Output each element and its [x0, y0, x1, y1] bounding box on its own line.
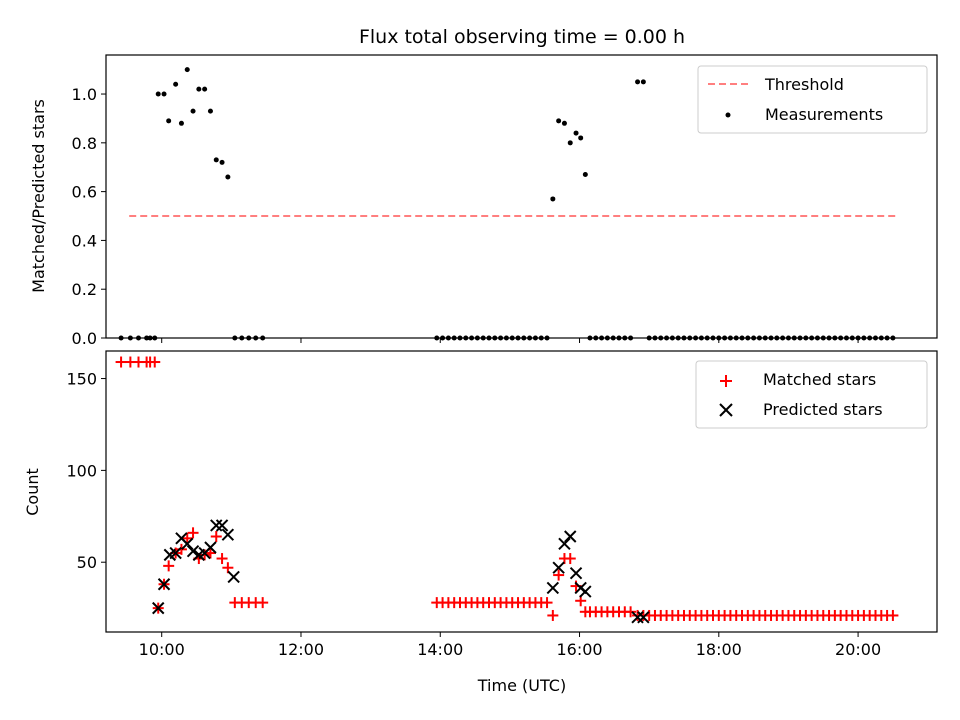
measurement-point	[184, 67, 190, 73]
predicted-star-point	[579, 585, 592, 598]
predicted-star-point	[152, 601, 165, 615]
measurement-point	[225, 174, 231, 180]
bottom-y-axis-label: Count	[23, 468, 42, 516]
predicted-star-point	[564, 530, 577, 543]
y-tick-label: 1.0	[72, 85, 97, 104]
x-tick-label: 14:00	[417, 640, 463, 659]
legend-matched-label: Matched stars	[763, 370, 876, 389]
y-tick-label: 150	[66, 370, 97, 389]
measurement-point	[567, 140, 573, 146]
matched-star-point	[564, 553, 576, 565]
top-y-ticks: 0.0 0.2 0.4 0.6 0.8 1.0	[72, 85, 106, 348]
measurement-point	[578, 135, 584, 141]
top-legend-box	[697, 65, 928, 134]
measurement-point	[556, 118, 562, 124]
y-tick-label: 0.8	[72, 134, 97, 153]
bottom-panel: 10:00 12:00 14:00 16:00 18:00 20:00 50100150 …	[23, 350, 938, 695]
matched-star-point	[547, 609, 559, 621]
y-tick-label: 50	[77, 553, 97, 572]
matched-star-point	[553, 569, 565, 581]
y-tick-label: 100	[66, 461, 97, 480]
legend-predicted-label: Predicted stars	[763, 400, 883, 419]
matched-star-point	[216, 553, 228, 565]
bottom-axes-frame	[105, 350, 938, 633]
measurement-point	[155, 91, 161, 97]
predicted-star-point	[558, 537, 571, 551]
top-panel: 0.0 0.2 0.4 0.6 0.8 1.0 Matched/Predicted sta…	[29, 54, 938, 348]
measurement-point	[550, 196, 556, 202]
predicted-star-point	[186, 544, 200, 558]
bottom-plot-area	[115, 356, 899, 624]
predicted-star-point	[204, 541, 217, 554]
x-tick-label: 10:00	[139, 640, 185, 659]
bottom-x-ticks: 10:00 12:00 14:00 16:00 18:00 20:00	[139, 632, 881, 659]
matched-star-point	[199, 549, 211, 561]
legend-measurements-label: Measurements	[765, 105, 883, 124]
measurement-point	[582, 172, 588, 178]
matched-star-point	[204, 547, 216, 559]
matched-star-point	[187, 527, 199, 539]
measurement-point	[207, 108, 213, 114]
measurement-point	[202, 86, 208, 92]
matched-star-point	[175, 543, 187, 555]
x-tick-label: 12:00	[278, 640, 324, 659]
measurement-point	[640, 79, 646, 85]
measurement-point	[635, 79, 641, 85]
matched-star-point	[541, 597, 553, 609]
bottom-y-ticks: 50 100 150	[66, 370, 106, 572]
y-tick-label: 0.6	[72, 183, 97, 202]
predicted-star-point	[181, 537, 194, 551]
x-tick-label: 20:00	[835, 640, 881, 659]
matched-star-point	[149, 356, 161, 368]
matched-star-point	[210, 530, 222, 542]
measurement-point	[173, 81, 179, 87]
measurement-point	[196, 86, 202, 92]
predicted-star-point	[157, 578, 171, 591]
top-y-axis-label: Matched/Predicted stars	[29, 99, 48, 293]
legend-matched-swatch	[720, 375, 732, 387]
predicted-star-point	[637, 611, 650, 624]
matched-star-point	[181, 532, 193, 544]
legend-predicted-swatch	[719, 403, 733, 417]
matched-star-point	[222, 562, 234, 574]
predicted-star-point	[546, 581, 560, 595]
matched-star-point	[625, 606, 637, 618]
measurement-point	[219, 159, 225, 165]
top-x-ticks	[161, 338, 859, 343]
predicted-star-point	[569, 567, 583, 580]
y-tick-label: 0.4	[72, 231, 97, 250]
x-tick-label: 16:00	[556, 640, 602, 659]
predicted-star-point	[552, 561, 565, 574]
measurement-point	[161, 91, 167, 97]
matched-star-point	[115, 356, 127, 368]
measurement-point	[561, 120, 567, 126]
top-chart-title: Flux total observing time = 0.00 h	[359, 26, 685, 48]
measurement-point	[178, 120, 184, 126]
bottom-legend: Matched stars Predicted stars	[695, 360, 928, 429]
measurement-point	[213, 157, 219, 163]
legend-measurements-swatch	[725, 112, 731, 118]
y-tick-label: 0.0	[72, 329, 97, 348]
top-axes-frame	[105, 54, 938, 339]
bottom-x-axis-label: Time (UTC)	[477, 676, 566, 695]
measurement-point	[573, 130, 579, 136]
top-legend: Threshold Measurements	[697, 65, 928, 134]
predicted-star-point	[631, 611, 644, 624]
bottom-legend-box	[695, 360, 928, 429]
y-tick-label: 0.2	[72, 280, 97, 299]
predicted-star-point	[227, 570, 240, 584]
x-tick-label: 18:00	[696, 640, 742, 659]
matched-star-point	[887, 609, 899, 621]
matched-star-point	[257, 597, 269, 609]
matched-star-point	[163, 560, 175, 572]
predicted-star-point	[169, 546, 182, 560]
predicted-star-point	[221, 528, 235, 541]
top-plot-area	[118, 67, 896, 341]
legend-threshold-label: Threshold	[764, 75, 844, 94]
predicted-star-point	[210, 519, 223, 532]
measurement-point	[190, 108, 196, 114]
predicted-star-point	[215, 519, 229, 532]
measurement-point	[166, 118, 172, 124]
